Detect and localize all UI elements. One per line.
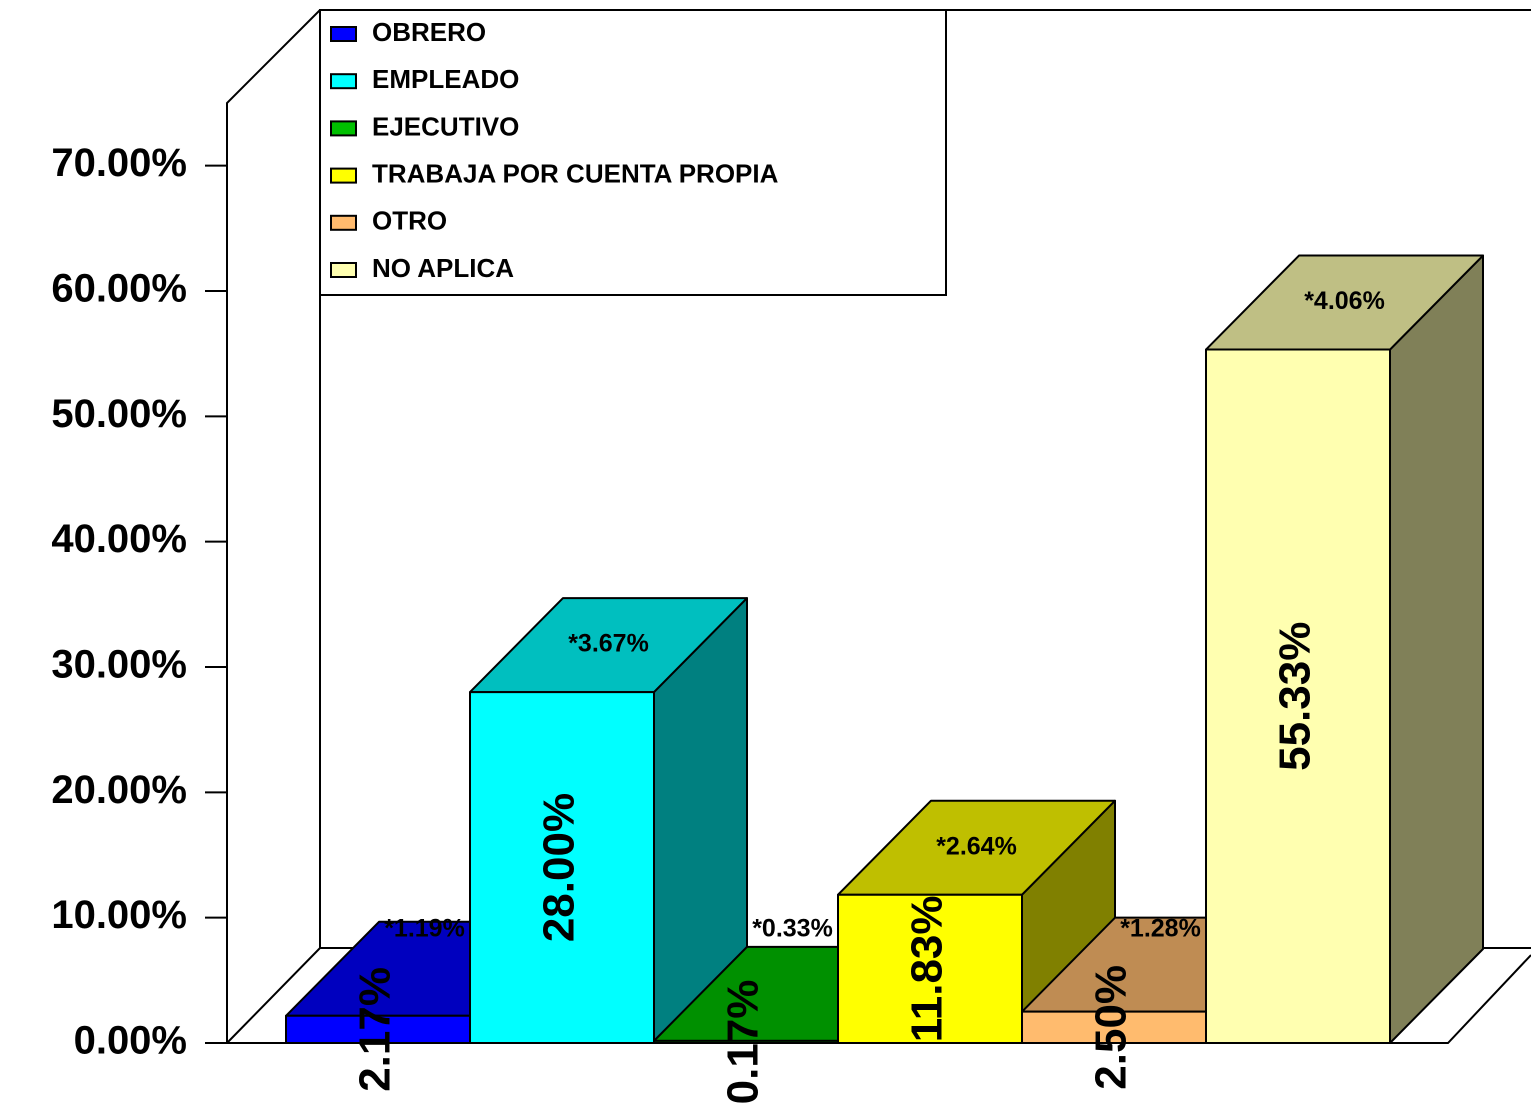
bar: [469, 597, 748, 1044]
legend-swatch: [330, 120, 357, 137]
y-tick-label: 50.00%: [51, 392, 187, 436]
value-label: 0.17%: [719, 980, 768, 1105]
y-tick-label: 20.00%: [51, 768, 187, 812]
bar-front: [1021, 1010, 1207, 1045]
value-label: 55.33%: [1271, 622, 1320, 771]
value-label: 2.17%: [351, 967, 400, 1092]
y-tick-label: 70.00%: [51, 141, 187, 185]
bar-front: [837, 893, 1023, 1044]
legend-label: OBRERO: [372, 17, 486, 47]
legend-label: EJECUTIVO: [372, 111, 519, 141]
legend: OBRERO EMPLEADO EJECUTIVO TRABAJA POR CUENT…: [319, 9, 947, 296]
legend-box: [319, 9, 947, 296]
legend-swatch: [330, 214, 357, 231]
annotation: *0.33%: [752, 915, 833, 943]
annotation: *3.67%: [568, 630, 649, 658]
annotation: *2.64%: [936, 832, 1017, 860]
legend-label: OTRO: [372, 206, 447, 236]
bar-front: [469, 691, 655, 1044]
bar-front: [1205, 348, 1391, 1045]
bar-front: [285, 1014, 471, 1045]
legend-swatch: [330, 262, 357, 278]
annotation: *1.19%: [384, 915, 465, 943]
legend-swatch: [330, 73, 357, 90]
value-label: 11.83%: [903, 895, 952, 1042]
annotation: *4.06%: [1304, 287, 1385, 315]
bar-side: [1389, 254, 1484, 1044]
legend-label: TRABAJA POR CUENTA PROPIA: [372, 158, 779, 188]
bar: [1205, 254, 1484, 1045]
y-tick-label: 30.00%: [51, 643, 187, 687]
legend-swatch: [330, 167, 357, 184]
legend-swatch: [330, 26, 357, 42]
legend-label: EMPLEADO: [372, 64, 519, 94]
y-tick-label: 60.00%: [51, 267, 187, 311]
bar: [837, 799, 1116, 1044]
value-label: 28.00%: [535, 793, 584, 942]
annotation: *1.28%: [1120, 915, 1201, 943]
y-tick-label: 10.00%: [51, 893, 187, 937]
y-tick-label: 40.00%: [51, 517, 187, 561]
legend-label: NO APLICA: [372, 253, 514, 283]
value-label: 2.50%: [1087, 965, 1136, 1090]
y-tick-label: 0.00%: [74, 1019, 187, 1063]
